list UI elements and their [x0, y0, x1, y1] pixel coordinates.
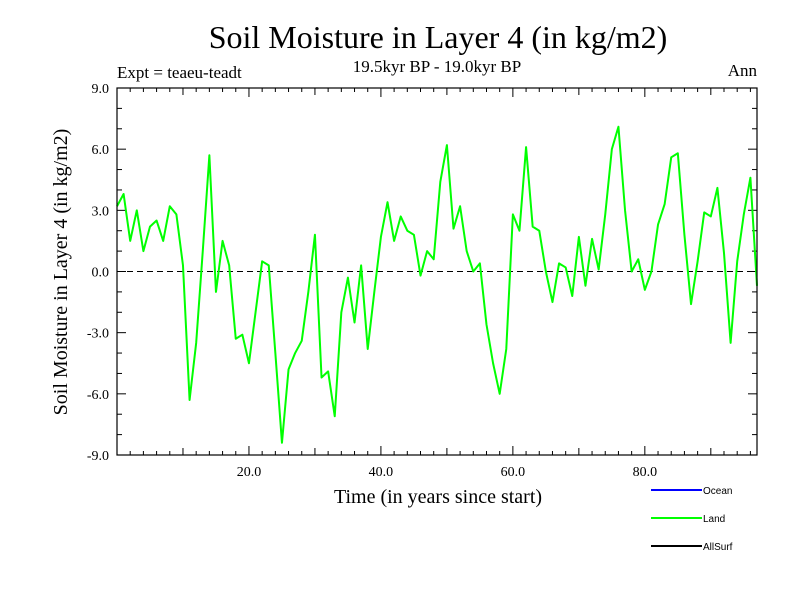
y-tick-label: -3.0	[87, 327, 109, 342]
period-label: 19.5kyr BP - 19.0kyr BP	[353, 57, 521, 76]
y-tick-label: 0.0	[92, 266, 110, 281]
season-label: Ann	[728, 61, 758, 80]
y-tick-label: -6.0	[87, 388, 109, 403]
experiment-label: Expt = teaeu-teadt	[117, 63, 242, 82]
y-tick-label: 3.0	[92, 204, 110, 219]
x-tick-label: 60.0	[501, 465, 526, 480]
x-axis-label: Time (in years since start)	[334, 486, 542, 508]
x-tick-label: 20.0	[237, 465, 262, 480]
axis-ticks: -9.0 -6.0 -3.0 0.0 3.0 6.0 9.0 20.0 40.0 60.0 80.0	[87, 82, 757, 480]
chart-title: Soil Moisture in Layer 4 (in kg/m2)	[209, 19, 668, 55]
plot-frame	[116, 87, 758, 456]
legend: Ocean Land AllSurf	[651, 486, 733, 553]
x-tick-label: 40.0	[369, 465, 394, 480]
legend-label-allsurf: AllSurf	[703, 542, 733, 553]
y-tick-label: 9.0	[92, 82, 110, 97]
plot-series	[116, 125, 758, 444]
y-tick-label: 6.0	[92, 143, 110, 158]
legend-label-ocean: Ocean	[703, 486, 732, 497]
series-line-land	[116, 125, 758, 444]
y-axis-label: Soil Moisture in Layer 4 (in kg/m2)	[50, 129, 72, 416]
x-tick-label: 80.0	[633, 465, 658, 480]
legend-label-land: Land	[703, 514, 725, 525]
y-tick-label: -9.0	[87, 449, 109, 464]
